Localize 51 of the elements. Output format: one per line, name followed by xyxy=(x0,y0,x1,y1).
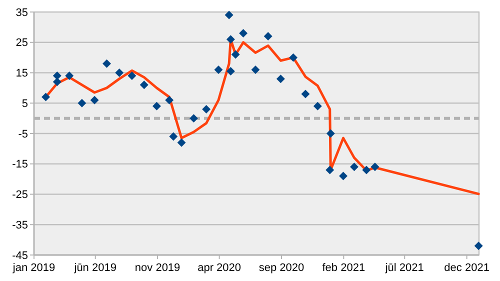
point xyxy=(226,35,235,44)
point xyxy=(474,242,483,250)
point xyxy=(224,10,234,20)
y-tick-label: -5 xyxy=(18,128,28,140)
x-tick-label: apr 2020 xyxy=(198,262,242,274)
point xyxy=(78,98,86,108)
y-tick-label: -35 xyxy=(12,219,28,232)
point xyxy=(239,29,248,38)
x-tick-label: nov 2019 xyxy=(134,262,180,274)
x-tick-label: dec 2021 xyxy=(444,262,490,274)
point xyxy=(226,66,235,76)
point xyxy=(52,78,62,86)
point xyxy=(370,162,380,172)
x-tick-label: feb 2021 xyxy=(322,262,366,274)
point xyxy=(152,102,161,110)
y-tick-label: 35 xyxy=(16,6,28,19)
point xyxy=(177,138,186,147)
point xyxy=(202,104,211,114)
x-tick-label: jūn 2019 xyxy=(73,262,116,274)
point xyxy=(313,102,322,110)
y-tick-label: 15 xyxy=(16,68,28,80)
y-tick-label: 5 xyxy=(22,98,28,110)
point xyxy=(289,53,298,62)
point xyxy=(115,68,124,77)
point xyxy=(169,132,178,141)
point xyxy=(326,129,335,138)
point xyxy=(251,65,260,74)
point xyxy=(350,162,358,172)
x-tick-label: jūl 2021 xyxy=(384,262,424,274)
y-tick-label: 25 xyxy=(16,37,28,50)
x-tick-label: jan 2019 xyxy=(12,262,56,274)
point xyxy=(65,72,74,80)
point xyxy=(42,92,50,102)
y-tick-label: -15 xyxy=(12,158,28,171)
point xyxy=(90,96,99,104)
point xyxy=(165,96,174,104)
point xyxy=(276,74,285,84)
point xyxy=(326,166,334,174)
point xyxy=(339,172,348,180)
point xyxy=(214,65,223,74)
point xyxy=(231,50,240,59)
point xyxy=(301,90,310,98)
point xyxy=(264,32,272,41)
point xyxy=(362,166,371,174)
point xyxy=(189,114,198,123)
point xyxy=(128,72,136,80)
x-tick-label: sep 2020 xyxy=(258,262,304,274)
y-tick-label: -25 xyxy=(12,189,28,202)
point xyxy=(102,59,111,68)
point xyxy=(140,80,148,90)
y-tick-label: -45 xyxy=(12,250,28,262)
